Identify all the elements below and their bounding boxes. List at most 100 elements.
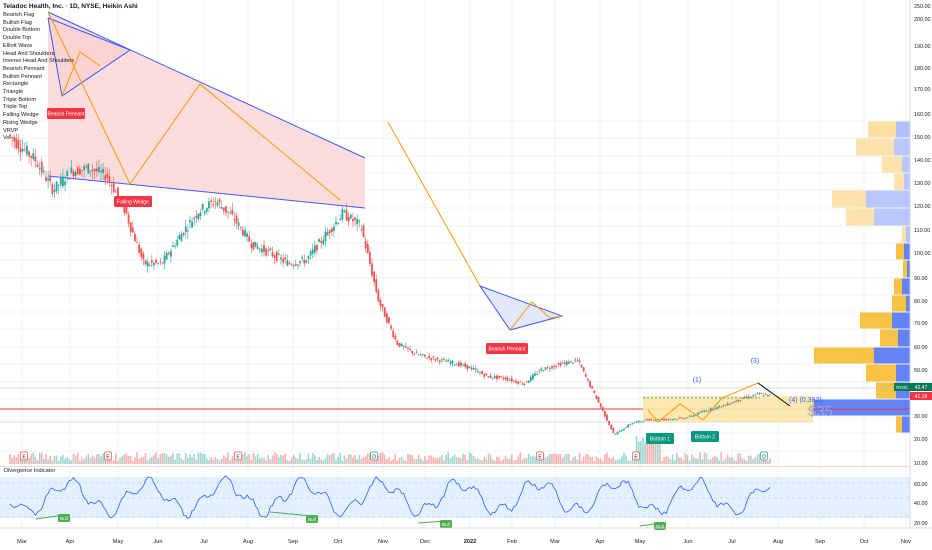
volume-bar xyxy=(462,453,464,464)
candle xyxy=(667,418,670,420)
candle xyxy=(345,209,348,221)
legend-item[interactable]: Double Top xyxy=(3,35,32,42)
candle xyxy=(62,176,64,187)
price-scale-label: 190.00 xyxy=(914,44,931,50)
candle xyxy=(123,201,126,213)
wedge-upper-line xyxy=(47,11,366,159)
candle xyxy=(159,260,162,262)
volume-profile-bar xyxy=(903,260,907,278)
bottom-1-label: Bottom 1 xyxy=(646,433,674,444)
volume-bar xyxy=(468,452,471,464)
volume-bar xyxy=(754,457,756,464)
legend-item[interactable]: Triple Bottom xyxy=(3,96,37,103)
volume-bar xyxy=(616,459,619,464)
volume-bar xyxy=(47,459,49,464)
legend-item[interactable]: Bearish Flag xyxy=(3,12,35,18)
ticker-tag-text: TDOC xyxy=(895,385,909,390)
time-scale-label: May xyxy=(113,539,124,545)
candle xyxy=(525,381,528,383)
candle xyxy=(690,415,693,417)
legend-item[interactable]: Rectangle xyxy=(3,81,29,88)
candle xyxy=(491,377,494,379)
candle xyxy=(371,263,373,276)
legend-item[interactable]: Bullish Pennant xyxy=(3,73,42,80)
candle xyxy=(203,211,206,214)
volume-bar xyxy=(318,456,320,464)
candle xyxy=(741,397,744,399)
legend-item[interactable]: Bearish Pennant xyxy=(3,65,45,72)
volume-bar xyxy=(716,457,718,464)
legend-item[interactable]: Inverse Head And Shoulders xyxy=(3,58,75,65)
volume-bar xyxy=(572,457,574,464)
volume-bar xyxy=(57,460,60,464)
candle xyxy=(623,428,625,431)
price-scale-label: 100.00 xyxy=(914,251,931,257)
candle xyxy=(576,360,579,362)
candle xyxy=(426,358,428,359)
volume-bar xyxy=(377,455,380,464)
volume-bar xyxy=(153,454,155,464)
candle xyxy=(593,390,596,393)
candle xyxy=(195,215,198,218)
candle xyxy=(436,357,439,360)
legend-item[interactable]: Vol xyxy=(3,135,11,142)
volume-bar xyxy=(87,453,90,464)
volume-bar xyxy=(263,458,265,464)
candle xyxy=(364,240,367,249)
candle xyxy=(648,419,651,421)
candle xyxy=(32,153,35,160)
legend-item[interactable]: Rising Wedge xyxy=(3,119,38,126)
candle xyxy=(153,262,155,266)
candle xyxy=(68,178,71,180)
event-marker-bg xyxy=(234,451,242,461)
legend-item[interactable]: VRVP xyxy=(3,127,19,134)
candle xyxy=(656,418,659,420)
candle xyxy=(220,206,223,209)
legend-item[interactable]: Bullish Flag xyxy=(3,19,32,26)
volume-bar xyxy=(146,460,149,464)
legend-item[interactable]: Triangle xyxy=(3,89,24,96)
volume-bar xyxy=(580,460,583,464)
legend-item[interactable]: Elliott Wave xyxy=(3,42,33,49)
volume-bar xyxy=(138,459,140,464)
volume-bar xyxy=(464,454,466,464)
candle xyxy=(383,307,386,317)
legend-item[interactable]: Head And Shoulders xyxy=(3,50,55,57)
volume-bar xyxy=(278,457,280,464)
legend-item[interactable]: Triple Top xyxy=(3,104,28,111)
volume-bar xyxy=(208,460,210,464)
volume-bar xyxy=(102,453,104,464)
candle xyxy=(735,401,738,402)
volume-bar xyxy=(527,453,530,464)
bull-divergence-label: Bull xyxy=(440,520,452,528)
volume-bar xyxy=(553,453,555,464)
candle xyxy=(506,377,509,381)
volume-bar xyxy=(144,452,147,464)
volume-bar xyxy=(38,452,41,464)
candle xyxy=(214,201,217,202)
candle xyxy=(136,242,138,244)
legend-item[interactable]: Falling Wedge xyxy=(3,112,39,119)
volume-bar xyxy=(294,457,297,464)
candle xyxy=(743,397,746,399)
volume-bar xyxy=(333,452,335,464)
candle xyxy=(419,354,422,356)
volume-bar xyxy=(191,457,193,464)
legend-item[interactable]: Double Bottom xyxy=(3,27,41,34)
candle xyxy=(716,406,718,410)
volume-bar xyxy=(49,455,52,464)
time-scale-label: Aug xyxy=(243,539,253,545)
volume-bar xyxy=(337,456,339,464)
candle xyxy=(42,170,45,172)
volume-bar xyxy=(453,454,456,464)
candle xyxy=(335,221,337,225)
candle xyxy=(246,233,249,237)
volume-profile-bar xyxy=(866,190,910,208)
candle xyxy=(726,403,729,406)
candle xyxy=(138,244,141,253)
volume-bar xyxy=(671,454,674,464)
volume-bar xyxy=(45,453,47,464)
volume-bar xyxy=(529,456,532,464)
candle xyxy=(76,167,79,175)
